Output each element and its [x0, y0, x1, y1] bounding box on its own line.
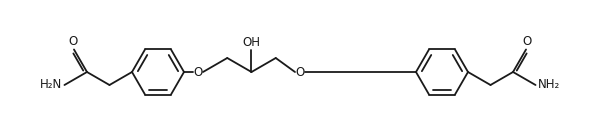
Text: O: O [523, 35, 532, 48]
Text: H₂N: H₂N [40, 79, 62, 92]
Text: O: O [68, 35, 77, 48]
Text: OH: OH [242, 36, 260, 49]
Text: NH₂: NH₂ [538, 79, 560, 92]
Text: O: O [193, 66, 203, 79]
Text: O: O [295, 66, 305, 79]
